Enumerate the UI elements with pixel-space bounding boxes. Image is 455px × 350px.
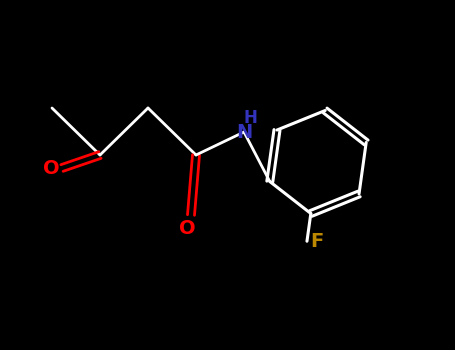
Text: N: N [236,122,252,141]
Text: O: O [179,219,195,238]
Text: F: F [310,232,324,251]
Text: H: H [243,109,257,127]
Text: O: O [43,159,59,177]
